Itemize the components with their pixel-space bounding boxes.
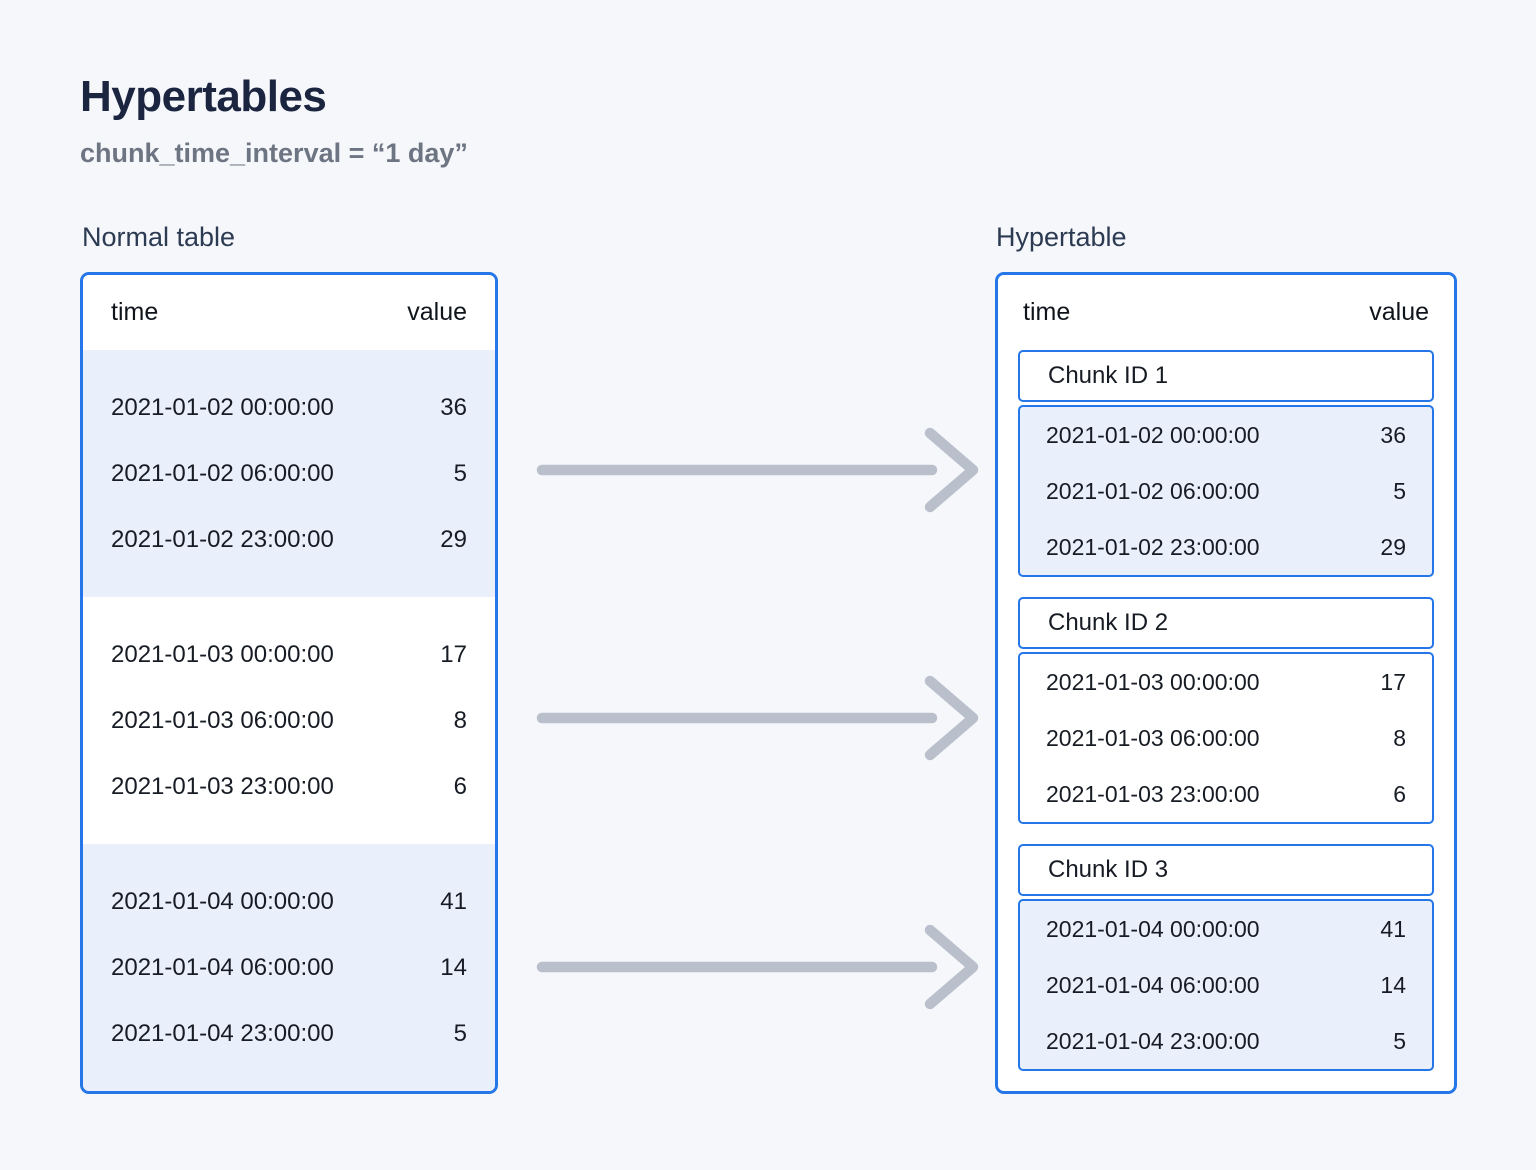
normal-table-group-day3: 2021-01-04 00:00:00 41 2021-01-04 06:00:… [83,844,495,1091]
hypertable-header-value: value [1369,298,1429,326]
row-time: 2021-01-02 23:00:00 [1046,533,1260,560]
row-time: 2021-01-02 00:00:00 [1046,421,1260,448]
table-row: 2021-01-04 23:00:00 5 [1020,1013,1432,1069]
normal-table-group-day1: 2021-01-02 00:00:00 36 2021-01-02 06:00:… [83,350,495,597]
table-row: 2021-01-04 00:00:00 41 [1020,901,1432,957]
row-value: 14 [440,953,467,981]
hypertable-header: time value [998,275,1454,350]
row-value: 29 [1380,533,1406,560]
row-value: 41 [1380,915,1406,942]
row-time: 2021-01-04 06:00:00 [111,953,334,981]
normal-table-header: time value [83,275,495,350]
table-row: 2021-01-02 06:00:00 5 [1020,463,1432,519]
chunk-3-body: 2021-01-04 00:00:00 41 2021-01-04 06:00:… [1018,899,1434,1071]
chunk-3-label: Chunk ID 3 [1018,844,1434,896]
hypertable-header-time: time [1023,298,1071,326]
row-value: 5 [453,459,467,487]
table-row: 2021-01-03 06:00:00 8 [1020,710,1432,766]
row-value: 8 [453,706,467,734]
normal-table: time value 2021-01-02 00:00:00 36 2021-0… [80,272,498,1094]
table-row: 2021-01-04 06:00:00 14 [1020,957,1432,1013]
table-row: 2021-01-02 23:00:00 29 [1020,519,1432,575]
row-value: 5 [1393,477,1406,504]
row-value: 8 [1393,724,1406,751]
row-time: 2021-01-02 23:00:00 [111,525,334,553]
chunk-1: Chunk ID 1 2021-01-02 00:00:00 36 2021-0… [1018,350,1434,577]
row-value: 41 [440,887,467,915]
row-time: 2021-01-04 23:00:00 [111,1019,334,1047]
table-row: 2021-01-02 23:00:00 29 [83,507,495,573]
row-value: 5 [453,1019,467,1047]
normal-table-group-day2: 2021-01-03 00:00:00 17 2021-01-03 06:00:… [83,597,495,844]
chunk-2: Chunk ID 2 2021-01-03 00:00:00 17 2021-0… [1018,597,1434,824]
chunk-time-interval-subtitle: chunk_time_interval = “1 day” [80,138,468,168]
chunk-3: Chunk ID 3 2021-01-04 00:00:00 41 2021-0… [1018,844,1434,1071]
table-row: 2021-01-03 23:00:00 6 [83,754,495,820]
normal-table-label: Normal table [82,222,236,252]
arrow-right-icon [536,675,979,761]
row-time: 2021-01-04 06:00:00 [1046,971,1260,998]
row-time: 2021-01-03 06:00:00 [1046,724,1260,751]
table-row: 2021-01-03 00:00:00 17 [1020,654,1432,710]
row-value: 5 [1393,1027,1406,1054]
row-value: 17 [440,640,467,668]
row-time: 2021-01-02 06:00:00 [1046,477,1260,504]
chunk-1-label: Chunk ID 1 [1018,350,1434,402]
chunk-2-body: 2021-01-03 00:00:00 17 2021-01-03 06:00:… [1018,652,1434,824]
row-value: 36 [440,393,467,421]
arrow-right-icon [536,427,979,513]
hypertable: time value Chunk ID 1 2021-01-02 00:00:0… [995,272,1457,1094]
normal-table-header-time: time [111,298,159,326]
row-time: 2021-01-04 00:00:00 [1046,915,1260,942]
row-time: 2021-01-03 23:00:00 [111,772,334,800]
row-time: 2021-01-04 00:00:00 [111,887,334,915]
row-time: 2021-01-02 06:00:00 [111,459,334,487]
table-row: 2021-01-02 00:00:00 36 [1020,407,1432,463]
row-time: 2021-01-03 00:00:00 [1046,668,1260,695]
row-value: 36 [1380,421,1406,448]
row-value: 29 [440,525,467,553]
row-time: 2021-01-02 00:00:00 [111,393,334,421]
table-row: 2021-01-02 00:00:00 36 [83,375,495,441]
chunk-1-body: 2021-01-02 00:00:00 36 2021-01-02 06:00:… [1018,405,1434,577]
table-row: 2021-01-03 00:00:00 17 [83,622,495,688]
arrow-right-icon [536,924,979,1010]
normal-table-header-value: value [407,298,467,326]
row-value: 6 [453,772,467,800]
row-time: 2021-01-03 06:00:00 [111,706,334,734]
row-time: 2021-01-04 23:00:00 [1046,1027,1260,1054]
row-value: 14 [1380,971,1406,998]
row-time: 2021-01-03 23:00:00 [1046,780,1260,807]
row-value: 17 [1380,668,1406,695]
row-time: 2021-01-03 00:00:00 [111,640,334,668]
page-title: Hypertables [80,72,327,121]
hypertable-label: Hypertable [996,222,1127,252]
table-row: 2021-01-03 23:00:00 6 [1020,766,1432,822]
row-value: 6 [1393,780,1406,807]
table-row: 2021-01-04 00:00:00 41 [83,869,495,935]
table-row: 2021-01-04 23:00:00 5 [83,1001,495,1067]
table-row: 2021-01-03 06:00:00 8 [83,688,495,754]
table-row: 2021-01-02 06:00:00 5 [83,441,495,507]
table-row: 2021-01-04 06:00:00 14 [83,935,495,1001]
chunk-2-label: Chunk ID 2 [1018,597,1434,649]
